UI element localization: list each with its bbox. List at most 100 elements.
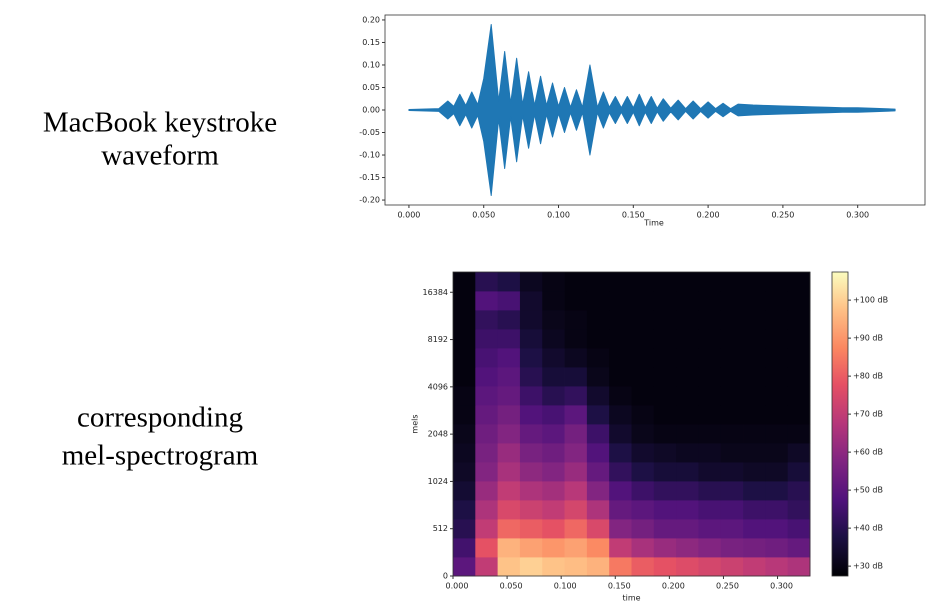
heatmap-cell xyxy=(765,291,789,311)
heatmap-cell xyxy=(653,386,677,406)
heatmap-cell xyxy=(676,329,699,349)
heatmap-cell xyxy=(653,329,677,349)
heatmap-cell xyxy=(475,405,499,425)
heatmap-cell xyxy=(653,405,677,425)
heatmap-cell xyxy=(519,367,543,387)
heatmap-cell xyxy=(631,500,655,520)
waveform-area xyxy=(408,23,896,111)
heatmap-cell xyxy=(676,557,699,577)
heatmap-cell xyxy=(787,481,811,501)
heatmap-cell xyxy=(497,424,521,444)
heatmap-cell xyxy=(653,272,677,292)
heatmap-cell xyxy=(519,462,543,482)
heatmap-cell xyxy=(453,538,476,558)
heatmap-cell xyxy=(676,386,699,406)
heatmap-cell xyxy=(698,424,722,444)
heatmap-cell xyxy=(475,272,499,292)
heatmap-cell xyxy=(720,348,744,368)
heatmap-cell xyxy=(698,500,722,520)
heatmap-cell xyxy=(542,291,565,311)
heatmap-cell xyxy=(475,348,499,368)
heatmap-cell xyxy=(676,481,699,501)
heatmap-cell xyxy=(698,348,722,368)
y-tick-label: -0.20 xyxy=(359,196,380,205)
heatmap-cell xyxy=(631,310,655,330)
heatmap-cell xyxy=(586,291,610,311)
heatmap-cell xyxy=(453,519,476,539)
y-tick-label: 16384 xyxy=(423,288,448,297)
heatmap-cell xyxy=(720,557,744,577)
heatmap-cell xyxy=(787,367,811,387)
heatmap-cell xyxy=(519,557,543,577)
heatmap-cell xyxy=(564,405,588,425)
heatmap-cell xyxy=(787,329,811,349)
y-tick-label: -0.15 xyxy=(359,173,380,182)
heatmap-cell xyxy=(743,386,766,406)
heatmap-cell xyxy=(564,443,588,463)
heatmap-cell xyxy=(609,291,632,311)
heatmap-cell xyxy=(564,424,588,444)
heatmap-cell xyxy=(720,443,744,463)
heatmap-cell xyxy=(743,557,766,577)
heatmap-cell xyxy=(542,538,565,558)
heatmap-cell xyxy=(453,557,476,577)
heatmap-cell xyxy=(631,538,655,558)
y-tick-label: -0.10 xyxy=(359,151,380,160)
heatmap-cell xyxy=(631,557,655,577)
heatmap-cell xyxy=(609,329,632,349)
heatmap-cell xyxy=(698,386,722,406)
heatmap-cell xyxy=(519,424,543,444)
heatmap-cell xyxy=(698,291,722,311)
heatmap-cell xyxy=(720,500,744,520)
colorbar-tick-label: +50 dB xyxy=(853,486,883,495)
heatmap-cell xyxy=(453,329,476,349)
heatmap-cell xyxy=(765,272,789,292)
heatmap-cell xyxy=(497,272,521,292)
heatmap-cell xyxy=(475,291,499,311)
heatmap-cell xyxy=(698,538,722,558)
heatmap-cell xyxy=(564,386,588,406)
y-tick-label: 0.05 xyxy=(362,83,380,92)
heatmap-cell xyxy=(542,329,565,349)
heatmap-cell xyxy=(720,329,744,349)
heatmap-cell xyxy=(475,519,499,539)
heatmap-cell xyxy=(497,329,521,349)
heatmap-cell xyxy=(497,310,521,330)
heatmap-cell xyxy=(743,443,766,463)
heatmap-cell xyxy=(698,329,722,349)
heatmap-cell xyxy=(609,272,632,292)
heatmap-cell xyxy=(497,291,521,311)
x-tick-label: 0.300 xyxy=(846,211,869,220)
heatmap-cell xyxy=(676,405,699,425)
heatmap-cell xyxy=(453,348,476,368)
heatmap-cell xyxy=(676,538,699,558)
heatmap-cell xyxy=(720,519,744,539)
heatmap-cell xyxy=(743,481,766,501)
heatmap-cell xyxy=(497,500,521,520)
heatmap-cell xyxy=(631,367,655,387)
y-tick-label: 0 xyxy=(443,572,448,581)
heatmap-cell xyxy=(564,500,588,520)
heatmap-cell xyxy=(653,443,677,463)
heatmap-cell xyxy=(542,443,565,463)
heatmap-cell xyxy=(475,500,499,520)
heatmap-cell xyxy=(497,348,521,368)
heatmap-cell xyxy=(519,538,543,558)
heatmap-cell xyxy=(609,386,632,406)
heatmap-cell xyxy=(453,367,476,387)
heatmap-cell xyxy=(653,348,677,368)
heatmap-cell xyxy=(564,348,588,368)
heatmap-cell xyxy=(475,386,499,406)
heatmap-cell xyxy=(542,462,565,482)
heatmap-cell xyxy=(475,329,499,349)
heatmap-cell xyxy=(609,557,632,577)
heatmap-cell xyxy=(698,367,722,387)
heatmap-cell xyxy=(787,424,811,444)
heatmap-cell xyxy=(542,405,565,425)
heatmap-cell xyxy=(653,519,677,539)
heatmap-cell xyxy=(564,557,588,577)
heatmap-cell xyxy=(743,310,766,330)
heatmap-cell xyxy=(631,462,655,482)
heatmap-cell xyxy=(787,443,811,463)
heatmap-cell xyxy=(519,272,543,292)
